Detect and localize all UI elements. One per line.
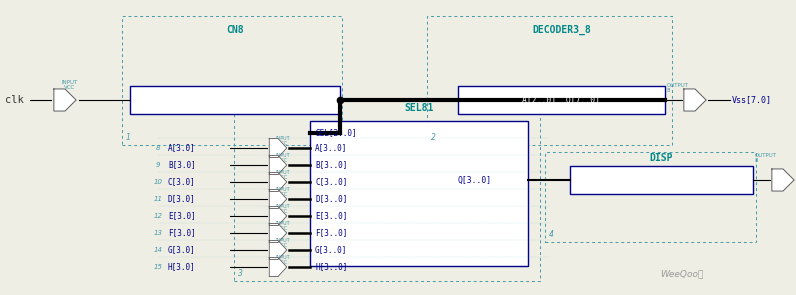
- Bar: [570, 166, 753, 194]
- Text: INPUT: INPUT: [275, 255, 291, 260]
- Text: D[3..0]: D[3..0]: [315, 194, 347, 204]
- Text: INPUT: INPUT: [275, 204, 291, 209]
- Polygon shape: [772, 169, 794, 191]
- Text: B[3.0]: B[3.0]: [168, 160, 196, 170]
- Text: SEL81: SEL81: [404, 103, 434, 113]
- Text: 13: 13: [154, 230, 162, 236]
- Text: 8: 8: [156, 145, 160, 151]
- Text: 3: 3: [238, 269, 243, 278]
- Text: OUTPUT: OUTPUT: [755, 153, 777, 158]
- Polygon shape: [684, 89, 706, 111]
- Text: 10: 10: [154, 179, 162, 185]
- Text: VCC: VCC: [278, 226, 288, 231]
- Text: 11: 11: [154, 196, 162, 202]
- Bar: [310, 121, 528, 266]
- Text: clk: clk: [5, 95, 24, 105]
- Polygon shape: [269, 138, 287, 158]
- Text: VCC: VCC: [278, 192, 288, 197]
- Bar: [234, 98, 540, 281]
- Text: INPUT: INPUT: [275, 221, 291, 226]
- Text: 2: 2: [431, 133, 436, 142]
- Text: F[3..0]: F[3..0]: [315, 229, 347, 237]
- Text: Q[3..0]: Q[3..0]: [458, 176, 492, 184]
- Text: SEL[2..0]: SEL[2..0]: [315, 129, 357, 137]
- Polygon shape: [269, 189, 287, 209]
- Text: DISP: DISP: [650, 153, 673, 163]
- Bar: [458, 86, 665, 114]
- Text: INPUT: INPUT: [275, 170, 291, 175]
- Text: VCC: VCC: [278, 243, 288, 248]
- Polygon shape: [54, 89, 76, 111]
- Text: INPUT: INPUT: [275, 187, 291, 192]
- Polygon shape: [269, 155, 287, 175]
- Text: H[3..0]: H[3..0]: [315, 263, 347, 271]
- Text: D[3.0]: D[3.0]: [168, 194, 196, 204]
- Text: C[3.0]: C[3.0]: [168, 178, 196, 186]
- Text: 8: 8: [667, 88, 670, 93]
- Text: 15: 15: [154, 264, 162, 270]
- Text: 14: 14: [154, 247, 162, 253]
- Polygon shape: [269, 258, 287, 277]
- Text: G[3.0]: G[3.0]: [168, 245, 196, 255]
- Text: CN8: CN8: [226, 25, 244, 35]
- Bar: [122, 16, 342, 145]
- Text: A[3..0]: A[3..0]: [315, 143, 347, 153]
- Bar: [130, 86, 340, 114]
- Text: D[3..0]  Q[6..0]: D[3..0] Q[6..0]: [622, 176, 700, 184]
- Text: A[3.0]: A[3.0]: [168, 143, 196, 153]
- Text: 4: 4: [549, 230, 554, 239]
- Polygon shape: [269, 240, 287, 260]
- Text: VCC: VCC: [278, 158, 288, 163]
- Text: E[3.0]: E[3.0]: [168, 212, 196, 220]
- Text: VCC: VCC: [278, 260, 288, 265]
- Text: VCC: VCC: [64, 85, 76, 90]
- Polygon shape: [269, 223, 287, 242]
- Bar: [427, 16, 672, 145]
- Text: A[2..0]  Q[7..0]: A[2..0] Q[7..0]: [522, 96, 600, 104]
- Text: Vss[7.0]: Vss[7.0]: [732, 96, 772, 104]
- Text: 12: 12: [154, 213, 162, 219]
- Text: 1: 1: [126, 133, 131, 142]
- Text: E[3..0]: E[3..0]: [315, 212, 347, 220]
- Text: G[3..0]: G[3..0]: [315, 245, 347, 255]
- Polygon shape: [269, 206, 287, 226]
- Text: WeeQoo库: WeeQoo库: [660, 269, 704, 278]
- Text: F[3.0]: F[3.0]: [168, 229, 196, 237]
- Text: C[3..0]: C[3..0]: [315, 178, 347, 186]
- Text: INPUT: INPUT: [275, 136, 291, 141]
- Text: 8: 8: [755, 158, 759, 163]
- Polygon shape: [269, 172, 287, 191]
- Text: 9: 9: [156, 162, 160, 168]
- Text: VCC: VCC: [278, 175, 288, 180]
- Text: OUTPUT: OUTPUT: [667, 83, 689, 88]
- Text: INPUT: INPUT: [62, 80, 78, 85]
- Text: CLK  COUT[2..0]: CLK COUT[2..0]: [198, 96, 271, 104]
- Text: INPUT: INPUT: [275, 238, 291, 243]
- Text: H[3.0]: H[3.0]: [168, 263, 196, 271]
- Text: DECODER3_8: DECODER3_8: [532, 25, 591, 35]
- Text: B[3..0]: B[3..0]: [315, 160, 347, 170]
- Text: VCC: VCC: [278, 141, 288, 146]
- Text: VCC: VCC: [278, 209, 288, 214]
- Text: INPUT: INPUT: [275, 153, 291, 158]
- Bar: [545, 152, 756, 242]
